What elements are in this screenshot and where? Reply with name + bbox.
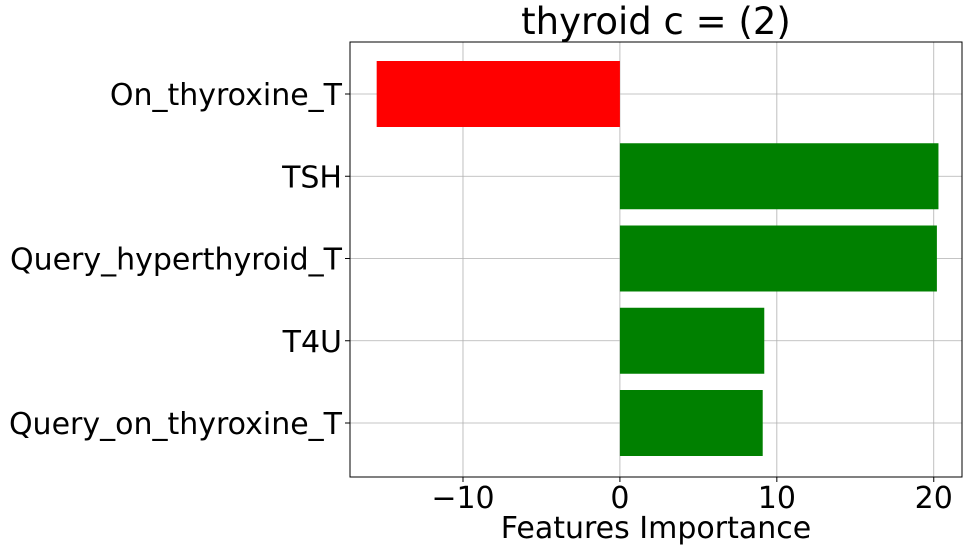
bar-tsh xyxy=(619,143,939,210)
ticks xyxy=(345,93,935,482)
bar-on-thyroxine-t xyxy=(376,61,620,127)
bar-t4u xyxy=(619,307,765,374)
x-axis-label: Features Importance xyxy=(501,511,811,546)
y-tick-label: On_thyroxine_T xyxy=(110,78,343,113)
x-tick-labels: −10 0 10 20 xyxy=(431,481,953,516)
x-tick-label: 20 xyxy=(915,481,953,516)
bars xyxy=(376,61,939,456)
y-tick-label: T4U xyxy=(282,325,342,360)
x-tick-label: 0 xyxy=(610,481,629,516)
y-tick-labels: On_thyroxine_T TSH Query_hyperthyroid_T T4U… xyxy=(9,78,343,442)
y-tick-label: TSH xyxy=(281,160,342,195)
y-tick-label: Query_on_thyroxine_T xyxy=(9,407,343,442)
plot-frame xyxy=(349,41,963,478)
chart-title: thyroid c = (2) xyxy=(521,0,791,43)
y-tick-label: Query_hyperthyroid_T xyxy=(10,243,343,278)
bar-query-on-thyroxine-t xyxy=(619,390,763,456)
x-tick-label: 10 xyxy=(758,481,796,516)
x-tick-label: −10 xyxy=(431,481,494,516)
bar-query-hyperthyroid-t xyxy=(619,225,937,292)
